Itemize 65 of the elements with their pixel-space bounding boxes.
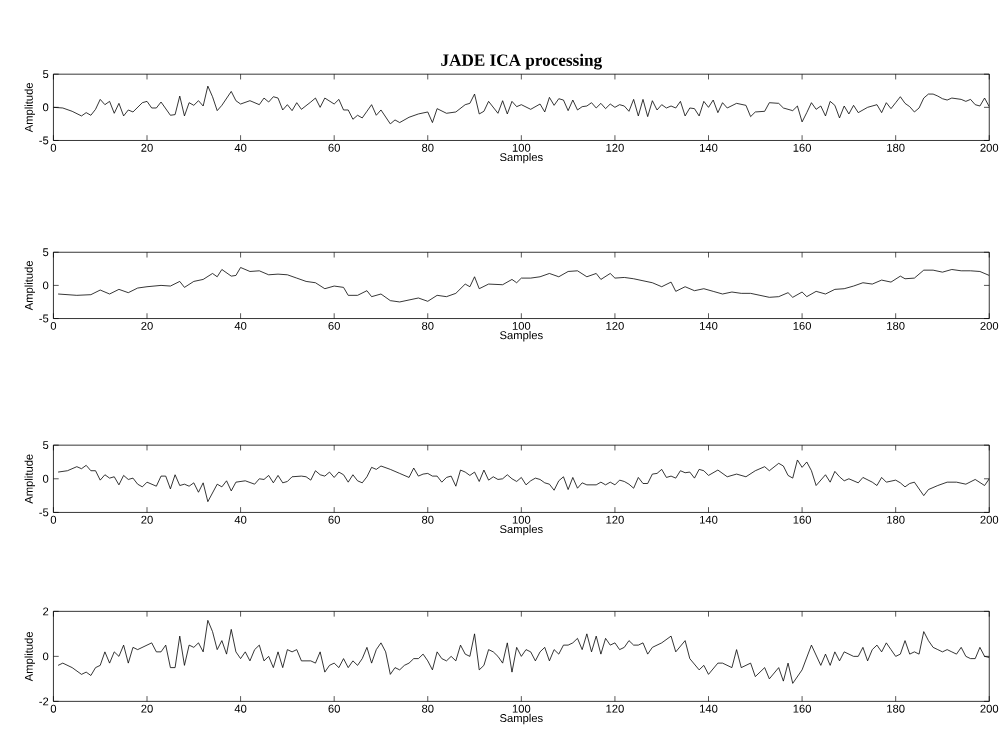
y-tick-label: 5 [42, 248, 49, 257]
x-tick-label: 40 [234, 704, 247, 713]
x-tick-label: 140 [700, 515, 718, 524]
x-axis-title: Samples [500, 152, 543, 164]
x-tick-label: 80 [422, 515, 434, 524]
x-tick-label: 120 [606, 321, 624, 330]
x-tick-label: 180 [887, 704, 905, 713]
y-tick-label: 2 [43, 607, 49, 616]
y-tick-label: 0 [42, 281, 49, 290]
x-tick-label: 200 [980, 704, 999, 713]
x-tick-label: 80 [422, 143, 434, 152]
x-tick-label: 0 [50, 515, 57, 524]
x-tick-label: 140 [700, 321, 718, 330]
x-tick-label: 20 [141, 321, 153, 330]
x-tick-label: 200 [980, 515, 999, 524]
y-tick-label: 5 [42, 441, 49, 450]
x-tick-label: 60 [328, 515, 340, 524]
x-tick-label: 60 [328, 143, 340, 152]
x-tick-label: 40 [234, 515, 247, 524]
x-tick-label: 60 [328, 704, 340, 713]
y-axis-title: Amplitude [24, 261, 36, 311]
x-tick-label: 20 [141, 143, 153, 152]
x-tick-label: 80 [422, 321, 434, 330]
y-tick-label: -5 [39, 136, 49, 145]
x-tick-label: 160 [793, 143, 811, 152]
x-tick-label: 120 [606, 143, 624, 152]
x-tick-label: 180 [887, 321, 905, 330]
x-tick-label: 160 [793, 704, 811, 713]
y-tick-label: -5 [39, 508, 49, 517]
y-axis-title: Amplitude [24, 454, 36, 504]
x-tick-label: 100 [512, 704, 531, 713]
y-tick-label: 5 [42, 70, 49, 79]
x-tick-label: 120 [606, 515, 624, 524]
x-axis-title: Samples [500, 713, 543, 725]
y-tick-label: 0 [42, 474, 49, 483]
x-tick-label: 120 [606, 704, 624, 713]
x-tick-label: 200 [980, 321, 999, 330]
x-tick-label: 160 [793, 515, 811, 524]
x-tick-label: 40 [234, 143, 247, 152]
x-tick-label: 20 [141, 515, 153, 524]
y-tick-label: -5 [39, 314, 49, 323]
x-tick-label: 0 [50, 321, 57, 330]
x-tick-label: 20 [141, 704, 153, 713]
x-tick-label: 140 [700, 143, 718, 152]
x-tick-label: 160 [793, 321, 811, 330]
x-tick-label: 100 [512, 143, 531, 152]
x-tick-label: 0 [50, 704, 57, 713]
x-tick-label: 200 [980, 143, 999, 152]
x-tick-label: 180 [887, 515, 905, 524]
x-axis-title: Samples [500, 524, 543, 536]
y-axis-title: Amplitude [24, 82, 36, 133]
x-tick-label: 0 [50, 143, 57, 152]
y-tick-label: 0 [42, 103, 49, 112]
x-tick-label: 180 [887, 143, 905, 152]
x-tick-label: 80 [422, 704, 434, 713]
x-tick-label: 60 [328, 321, 340, 330]
x-tick-label: 100 [512, 321, 531, 330]
x-axis-title: Samples [500, 331, 543, 342]
x-tick-label: 140 [700, 704, 718, 713]
y-tick-label: 0 [42, 652, 49, 661]
x-tick-label: 100 [512, 515, 531, 524]
x-tick-label: 40 [234, 321, 247, 330]
chart-title: JADE ICA processing [441, 53, 602, 70]
y-tick-label: -2 [39, 697, 49, 706]
y-axis-title: Amplitude [24, 632, 36, 682]
